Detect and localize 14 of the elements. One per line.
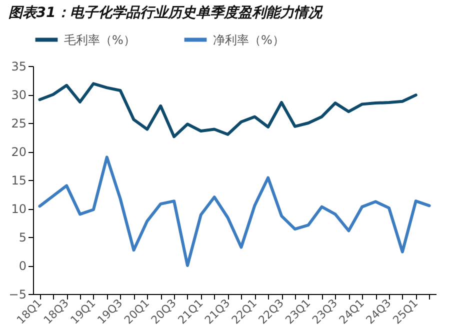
legend-label: 净利率（%） xyxy=(213,32,284,47)
chart-title: 图表31：电子化学品行业历史单季度盈利能力情况 xyxy=(8,4,324,21)
y-tick-label: 20 xyxy=(11,145,26,159)
line-series xyxy=(38,82,418,138)
y-tick-label: 10 xyxy=(11,202,26,216)
y-tick-label: −5 xyxy=(8,288,26,302)
y-tick-label: 30 xyxy=(11,88,26,102)
y-tick-label: 35 xyxy=(11,60,26,74)
legend-label: 毛利率（%） xyxy=(64,32,136,47)
y-tick-label: 25 xyxy=(11,116,26,130)
y-tick-label: 5 xyxy=(18,230,26,244)
y-tick-label: 15 xyxy=(11,174,26,188)
line-series xyxy=(38,156,431,267)
y-tick-label: 0 xyxy=(18,259,26,273)
